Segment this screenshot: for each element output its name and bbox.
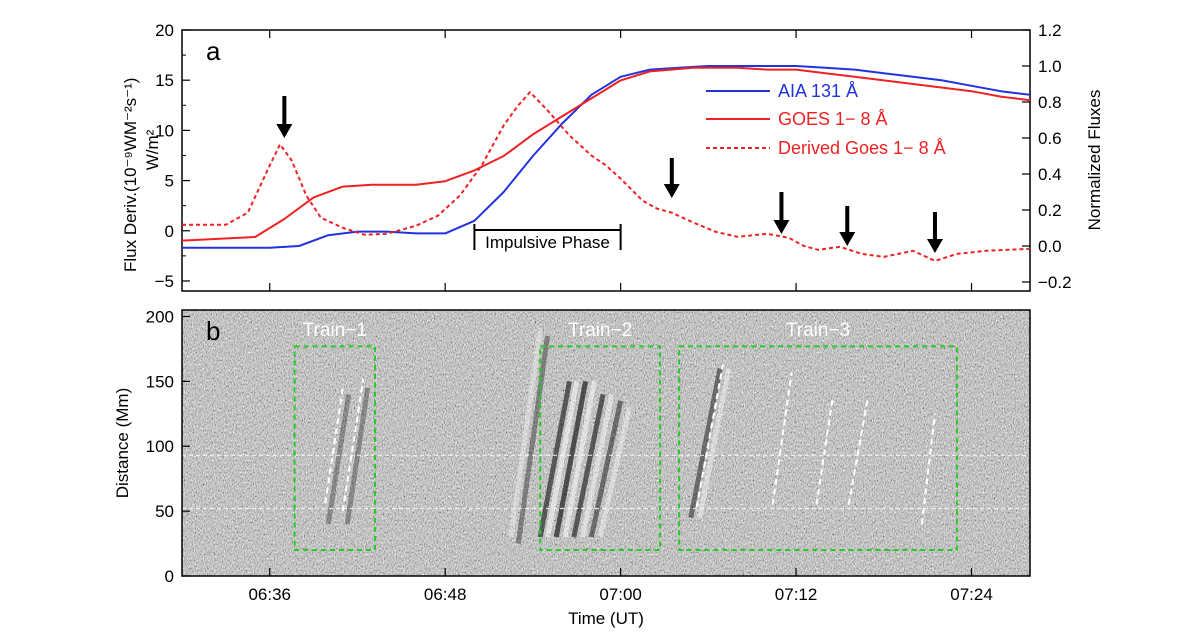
legend-label-goes: GOES 1− 8 Å — [778, 109, 888, 129]
wave-streak — [545, 380, 580, 538]
y-tick-label-b: 150 — [146, 372, 174, 391]
panel-a-ticks: 20 15 10 5 0 −5 1.2 1.0 0.8 0.6 0.4 0.2 0.0 −0.2 — [155, 21, 1072, 292]
y-tick-label-right: −0.2 — [1038, 273, 1072, 292]
x-tick-label: 06:48 — [424, 585, 467, 604]
panel-a-annotations: Impulsive Phase — [276, 96, 943, 253]
y-tick-label-right: 0.2 — [1038, 201, 1062, 220]
guide-line — [695, 364, 724, 508]
y-tick-label-left: 20 — [155, 21, 174, 40]
annotation-arrow-head — [663, 184, 680, 198]
series-line-aia-131 — [182, 65, 1030, 249]
y-tick-label-left: 15 — [155, 71, 174, 90]
wave-streak — [688, 367, 723, 519]
x-tick-label: 07:12 — [775, 585, 818, 604]
guide-line — [815, 398, 834, 505]
wave-streak — [562, 380, 597, 538]
y-tick-label-left: 0 — [165, 222, 174, 241]
annotation-arrow-head — [276, 124, 293, 138]
panel-b-frame — [181, 309, 1031, 577]
train-label-2: Train−2 — [568, 320, 632, 341]
panel-a-series — [182, 65, 1030, 262]
series-line-goes-1-8 — [182, 66, 1030, 242]
wave-streak — [344, 387, 371, 525]
wave-streak — [508, 329, 543, 538]
x-tick-label: 06:36 — [248, 585, 291, 604]
y-axis-title-left: Flux Deriv.(10⁻⁹WM⁻²s⁻¹) — [121, 78, 140, 272]
legend: AIA 131 Å GOES 1− 8 Å Derived Goes 1− 8 … — [706, 81, 946, 158]
wave-streak — [325, 393, 352, 525]
panel-b-overlay: Train−1 Train−2 Train−3 — [182, 320, 1030, 552]
y-tick-label-left: 5 — [165, 172, 174, 191]
y-tick-label-b: 0 — [165, 567, 174, 586]
train-box-3 — [678, 345, 958, 552]
train-label-3: Train−3 — [786, 320, 850, 341]
annotation-arrow-head — [773, 220, 790, 234]
y-axis-title-right: Normalized Fluxes — [1085, 90, 1104, 231]
y-tick-label-b: 50 — [155, 502, 174, 521]
x-tick-label: 07:24 — [950, 585, 993, 604]
y-tick-label-left: 10 — [155, 121, 174, 140]
train-label-1: Train−1 — [303, 320, 367, 341]
panel-a-letter: a — [206, 36, 221, 66]
legend-label-derived: Derived Goes 1− 8 Å — [778, 138, 946, 158]
wave-streak — [580, 393, 615, 538]
y-tick-label-b: 200 — [146, 307, 174, 326]
annotation-arrow-head — [926, 239, 943, 253]
x-tick-label: 07:00 — [599, 585, 642, 604]
wave-streak — [597, 406, 632, 538]
guide-line — [920, 413, 936, 525]
panel-b: Train−1 Train−2 Train−3 200 150 100 50 0 06:36 0… — [113, 307, 1031, 628]
wave-streak — [571, 393, 606, 538]
y-axis-title-b: Distance (Mm) — [113, 388, 132, 499]
guide-line — [341, 378, 365, 512]
panel-a-frame — [181, 29, 1031, 292]
wave-streak — [537, 380, 572, 538]
impulsive-phase-label: Impulsive Phase — [485, 233, 610, 252]
y-tick-label-right: 0.4 — [1038, 165, 1062, 184]
y-tick-label-right: 0.8 — [1038, 93, 1062, 112]
y-tick-label-right: 1.0 — [1038, 57, 1062, 76]
x-axis-title: Time (UT) — [568, 609, 644, 628]
y-axis-unit-left: W/m² — [143, 129, 162, 170]
annotation-arrow-head — [839, 232, 856, 246]
series-line-derived-goes — [182, 91, 1030, 262]
y-tick-label-b: 100 — [146, 437, 174, 456]
panel-b-ticks: 200 150 100 50 0 06:36 06:48 07:00 07:12 07:24 — [146, 307, 993, 604]
wave-streak — [697, 367, 732, 519]
train-box-1 — [293, 345, 376, 552]
panel-a: 20 15 10 5 0 −5 1.2 1.0 0.8 0.6 0.4 0.2 0.0 −0.2 Impu… — [121, 21, 1104, 292]
guide-line — [771, 372, 793, 505]
legend-label-aia: AIA 131 Å — [778, 81, 858, 101]
y-tick-label-right: 0.6 — [1038, 129, 1062, 148]
wave-streak — [515, 335, 550, 544]
y-tick-label-left: −5 — [155, 272, 174, 291]
wave-streak — [553, 380, 588, 538]
guide-line — [847, 398, 869, 505]
heatmap-image — [182, 310, 1030, 576]
wave-streak — [588, 400, 624, 538]
y-tick-label-right: 1.2 — [1038, 21, 1062, 40]
y-tick-label-right: 0.0 — [1038, 237, 1062, 256]
panel-b-letter: b — [206, 316, 220, 346]
